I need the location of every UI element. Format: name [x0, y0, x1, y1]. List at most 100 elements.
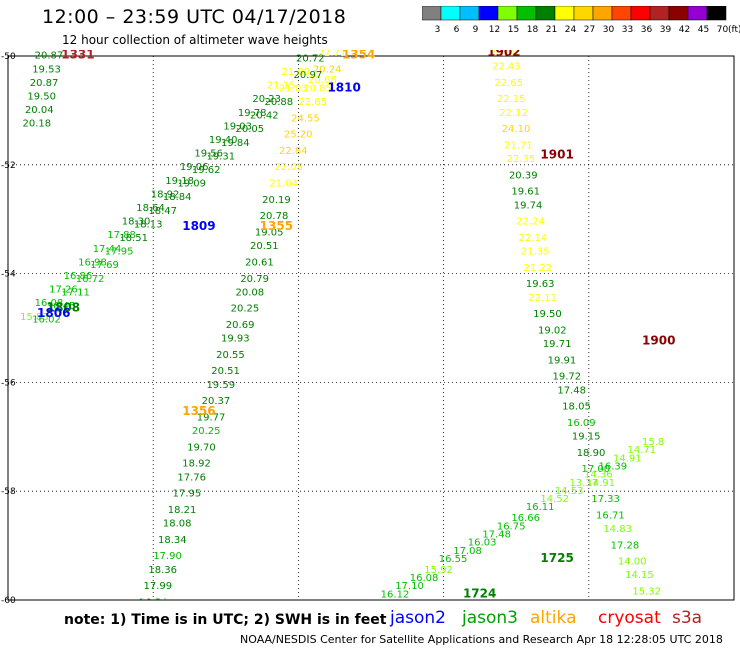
wave-height-point: 22.65	[494, 78, 523, 89]
wave-height-point: 19.40	[209, 135, 238, 146]
wave-height-point: 16.02	[32, 315, 61, 326]
wave-height-point: 21.71	[504, 140, 533, 151]
wave-height-point: 17.44	[93, 244, 122, 255]
wave-height-point: 18.36	[148, 565, 177, 576]
wave-height-point: 17.95	[173, 489, 202, 500]
wave-height-point: 14.00	[618, 557, 647, 568]
wave-height-point: 26.68	[490, 48, 519, 59]
legend-jason2: jason2	[390, 608, 446, 628]
wave-height-point: 14.36	[584, 470, 613, 481]
wave-height-point: 20.18	[23, 119, 52, 130]
wave-height-point: 18.34	[158, 535, 187, 546]
wave-height-point: 19.84	[221, 138, 250, 149]
wave-height-point: 19.77	[197, 412, 226, 423]
wave-height-point: 16.54	[139, 597, 168, 605]
pass-time-label: 1902	[487, 45, 520, 59]
scale-label: 24	[565, 25, 577, 34]
wave-height-point: 18.08	[163, 519, 192, 530]
wave-height-point: 16.72	[76, 274, 105, 285]
wave-height-point: 20.97	[294, 70, 323, 81]
y-tick-label: -50	[1, 52, 16, 62]
wave-height-point: 22.43	[492, 62, 521, 73]
wave-height-point: 25.20	[284, 130, 313, 141]
wave-height-point: 19.59	[206, 380, 235, 391]
wave-height-point: 22.84	[279, 146, 308, 157]
wave-height-point: 20.19	[262, 195, 291, 206]
wave-height-point: 16.98	[78, 257, 107, 268]
wave-height-point: 19.70	[187, 442, 216, 453]
wave-height-point: 19.56	[194, 149, 223, 160]
wave-height-point: 22.12	[499, 108, 528, 119]
wave-height-point: 18.47	[148, 206, 177, 217]
wave-height-point: 19.93	[221, 334, 250, 345]
scale-label: 27	[584, 25, 595, 34]
scale-label: 30	[603, 25, 615, 34]
wave-height-point: 20.08	[235, 287, 264, 298]
wave-height-point: 19.72	[553, 372, 582, 383]
wave-height-point: 16.39	[598, 461, 627, 472]
wave-height-point: 18.84	[163, 192, 192, 203]
wave-height-point: 16.12	[381, 589, 410, 600]
wave-height-point: 20.55	[216, 350, 245, 361]
wave-height-point: 22.35	[507, 154, 536, 165]
wave-height-point: 24.10	[502, 124, 531, 135]
wave-height-point: 17.90	[153, 551, 182, 562]
pass-time-label: 1901	[540, 147, 573, 161]
wave-height-point: 17.11	[61, 287, 90, 298]
wave-height-point: 20.42	[250, 111, 279, 122]
scale-label: 45	[698, 25, 709, 34]
wave-height-point: 17.88	[107, 230, 136, 241]
wave-height-point: 17.76	[177, 472, 206, 483]
wave-height-point: 20.61	[245, 257, 274, 268]
scale-label: 12	[489, 25, 500, 34]
wave-height-point: 18.92	[151, 189, 180, 200]
wave-height-point: 19.50	[27, 92, 56, 103]
wave-height-point: 19.18	[165, 176, 194, 187]
wave-height-point: 19.02	[538, 325, 567, 336]
pass-time-label: 1356	[182, 404, 215, 418]
wave-height-point: 24.55	[291, 113, 320, 124]
wave-height-point: 20.51	[250, 241, 279, 252]
wave-height-point: 19.09	[177, 179, 206, 190]
wave-height-point: 17.28	[611, 540, 640, 551]
wave-height-point: 20.37	[202, 396, 231, 407]
wave-height-point: 19.71	[543, 339, 572, 350]
wave-height-point: 16.66	[511, 513, 540, 524]
wave-height-point: 19.78	[238, 108, 267, 119]
pass-time-label: 1355	[260, 219, 293, 233]
wave-height-point: 19.05	[255, 228, 284, 239]
wave-height-point: 16.75	[497, 521, 526, 532]
y-tick-label: -56	[1, 378, 16, 388]
pass-time-label: 1808	[47, 301, 80, 315]
wave-height-point: 16.71	[596, 510, 625, 521]
wave-height-point: 14.91	[586, 478, 615, 489]
wave-height-point: 19.50	[533, 309, 562, 320]
wave-height-point: 14.91	[613, 453, 642, 464]
footer-note: note: 1) Time is in UTC; 2) SWH is in fe…	[64, 612, 387, 628]
wave-height-point: 22.65	[298, 97, 327, 108]
wave-height-point: 14.71	[628, 445, 657, 456]
wave-height-point: 18.92	[182, 459, 211, 470]
scale-label: 18	[527, 25, 539, 34]
wave-height-point: 20.24	[313, 64, 342, 75]
wave-height-point: 17.48	[557, 385, 586, 396]
wave-height-point: 13.37	[569, 478, 598, 489]
wave-height-point: 20.25	[231, 304, 260, 315]
wave-height-point: 16.55	[439, 554, 468, 565]
wave-height-point: 17.33	[591, 494, 620, 505]
wave-height-point: 20.05	[235, 124, 264, 135]
pass-time-label: 1725	[540, 551, 573, 565]
pass-time-label: 1724	[463, 586, 496, 600]
wave-height-point: 19.53	[32, 64, 61, 75]
wave-height-point: 18.13	[134, 219, 163, 230]
wave-height-point: 19.03	[223, 121, 252, 132]
wave-height-point: 17.26	[49, 285, 78, 296]
scale-label: 6	[454, 25, 460, 34]
wave-height-point: 18.51	[119, 233, 148, 244]
y-tick-label: -58	[1, 487, 16, 497]
wave-height-point: 18.64	[136, 203, 165, 214]
wave-height-point: 14.83	[603, 524, 632, 535]
legend-altika: altika	[530, 608, 577, 628]
wave-height-point: 14.76	[640, 603, 669, 605]
